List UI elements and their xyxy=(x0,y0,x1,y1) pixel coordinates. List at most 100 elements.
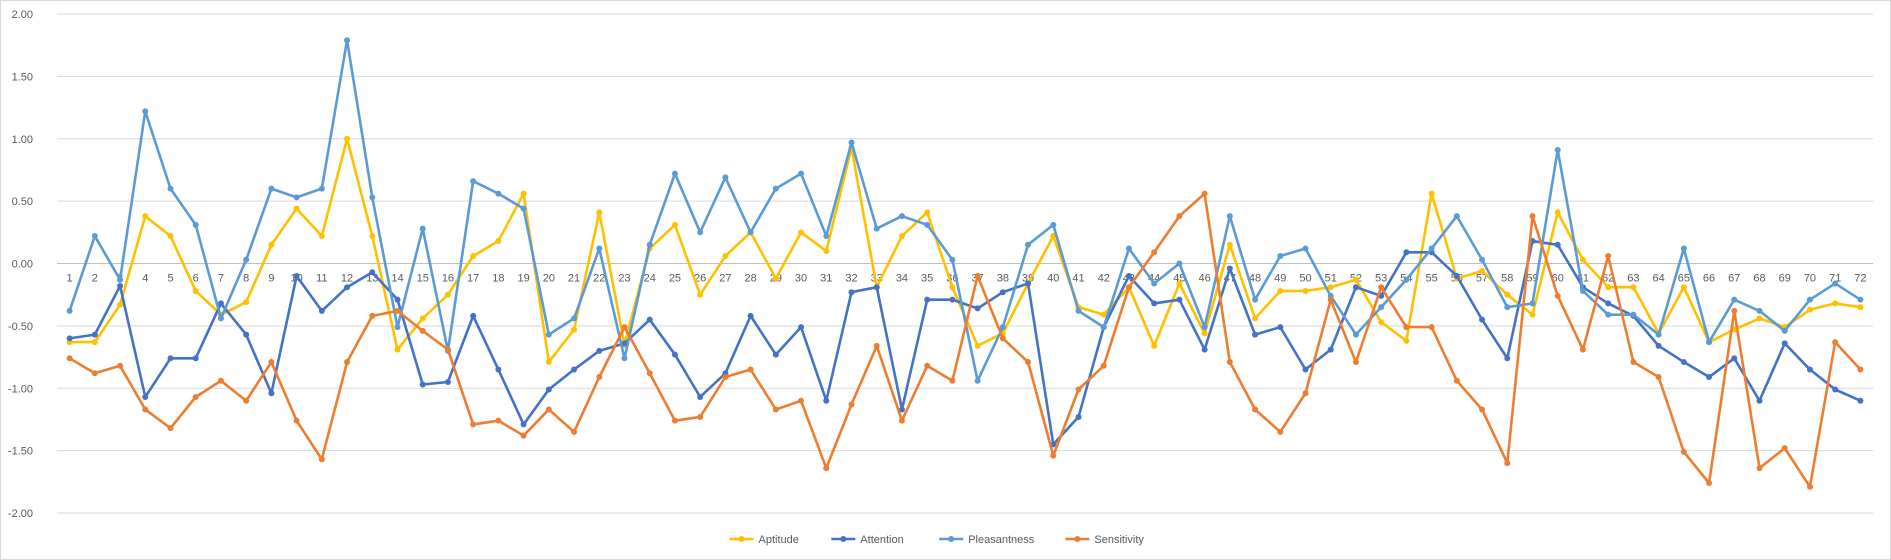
data-point xyxy=(1378,304,1385,311)
data-point xyxy=(1352,331,1359,338)
data-point xyxy=(848,139,855,146)
x-tick-label: 1 xyxy=(67,273,73,285)
data-point xyxy=(1857,296,1864,303)
data-point xyxy=(1125,284,1132,291)
data-point xyxy=(823,397,830,404)
data-point xyxy=(999,324,1006,331)
data-point xyxy=(1479,316,1486,323)
data-point xyxy=(192,393,199,400)
x-tick-label: 67 xyxy=(1728,273,1740,285)
legend-label: Sensitivity xyxy=(1094,534,1144,546)
data-point xyxy=(344,37,351,44)
data-point xyxy=(1453,213,1460,220)
x-tick-label: 40 xyxy=(1047,273,1059,285)
data-point xyxy=(1630,284,1637,291)
data-point xyxy=(293,194,300,201)
legend-item-aptitude: Aptitude xyxy=(729,534,799,546)
data-point xyxy=(470,312,477,319)
data-point xyxy=(873,225,880,232)
data-point xyxy=(1403,276,1410,283)
data-point xyxy=(798,229,805,236)
x-tick-label: 27 xyxy=(719,273,731,285)
data-point xyxy=(798,170,805,177)
data-point xyxy=(1579,287,1586,294)
data-point xyxy=(1201,324,1208,331)
data-point xyxy=(1806,366,1813,373)
data-point xyxy=(999,335,1006,342)
x-tick-label: 12 xyxy=(341,273,353,285)
data-point xyxy=(318,456,325,463)
x-tick-label: 28 xyxy=(744,273,756,285)
data-point xyxy=(1327,284,1334,291)
data-point xyxy=(1025,241,1032,248)
data-point xyxy=(1731,355,1738,362)
data-point xyxy=(419,225,426,232)
x-tick-label: 31 xyxy=(820,273,832,285)
data-point xyxy=(571,428,578,435)
x-tick-label: 21 xyxy=(568,273,580,285)
x-tick-label: 15 xyxy=(417,273,429,285)
data-point xyxy=(1706,339,1713,346)
data-point xyxy=(596,209,603,216)
data-point xyxy=(949,377,956,384)
data-point xyxy=(1176,280,1183,287)
data-point xyxy=(1605,300,1612,307)
data-point xyxy=(671,170,678,177)
data-point xyxy=(1806,483,1813,490)
data-point xyxy=(1075,307,1082,314)
data-point xyxy=(1327,346,1334,353)
data-point xyxy=(646,370,653,377)
data-point xyxy=(999,289,1006,296)
data-point xyxy=(823,465,830,472)
x-tick-label: 4 xyxy=(142,273,148,285)
data-point xyxy=(293,205,300,212)
data-point xyxy=(924,362,931,369)
data-point xyxy=(1125,272,1132,279)
data-point xyxy=(646,241,653,248)
data-point xyxy=(1352,276,1359,283)
data-point xyxy=(772,351,779,358)
data-point xyxy=(596,245,603,252)
data-point xyxy=(1832,386,1839,393)
data-point xyxy=(1504,304,1511,311)
data-point xyxy=(1075,386,1082,393)
x-tick-label: 38 xyxy=(997,273,1009,285)
data-point xyxy=(898,406,905,413)
x-tick-label: 23 xyxy=(618,273,630,285)
x-axis-tick-labels: 1234567891011121314151617181920212223242… xyxy=(67,273,1867,285)
data-point xyxy=(949,284,956,291)
data-point xyxy=(1151,342,1158,349)
data-point xyxy=(1226,241,1233,248)
data-point xyxy=(974,272,981,279)
x-tick-label: 19 xyxy=(517,273,529,285)
y-tick-label: 0.00 xyxy=(12,259,33,271)
data-point xyxy=(772,406,779,413)
data-point xyxy=(1731,307,1738,314)
x-tick-label: 69 xyxy=(1779,273,1791,285)
data-point xyxy=(1352,284,1359,291)
data-point xyxy=(1706,480,1713,487)
data-point xyxy=(369,194,376,201)
data-point xyxy=(1378,284,1385,291)
x-tick-label: 22 xyxy=(593,273,605,285)
x-tick-label: 45 xyxy=(1173,273,1185,285)
data-point xyxy=(1832,339,1839,346)
data-point xyxy=(1605,253,1612,260)
data-point xyxy=(117,276,124,283)
x-tick-label: 70 xyxy=(1804,273,1816,285)
data-point xyxy=(1403,337,1410,344)
data-point xyxy=(1100,311,1107,318)
data-point xyxy=(495,238,502,245)
data-point xyxy=(1806,306,1813,313)
series-line xyxy=(68,192,1862,489)
x-tick-label: 16 xyxy=(442,273,454,285)
x-tick-label: 25 xyxy=(669,273,681,285)
data-point xyxy=(1327,296,1334,303)
data-point xyxy=(419,381,426,388)
data-point xyxy=(1680,448,1687,455)
data-point xyxy=(243,299,250,306)
data-point xyxy=(1529,311,1536,318)
data-point xyxy=(1529,213,1536,220)
